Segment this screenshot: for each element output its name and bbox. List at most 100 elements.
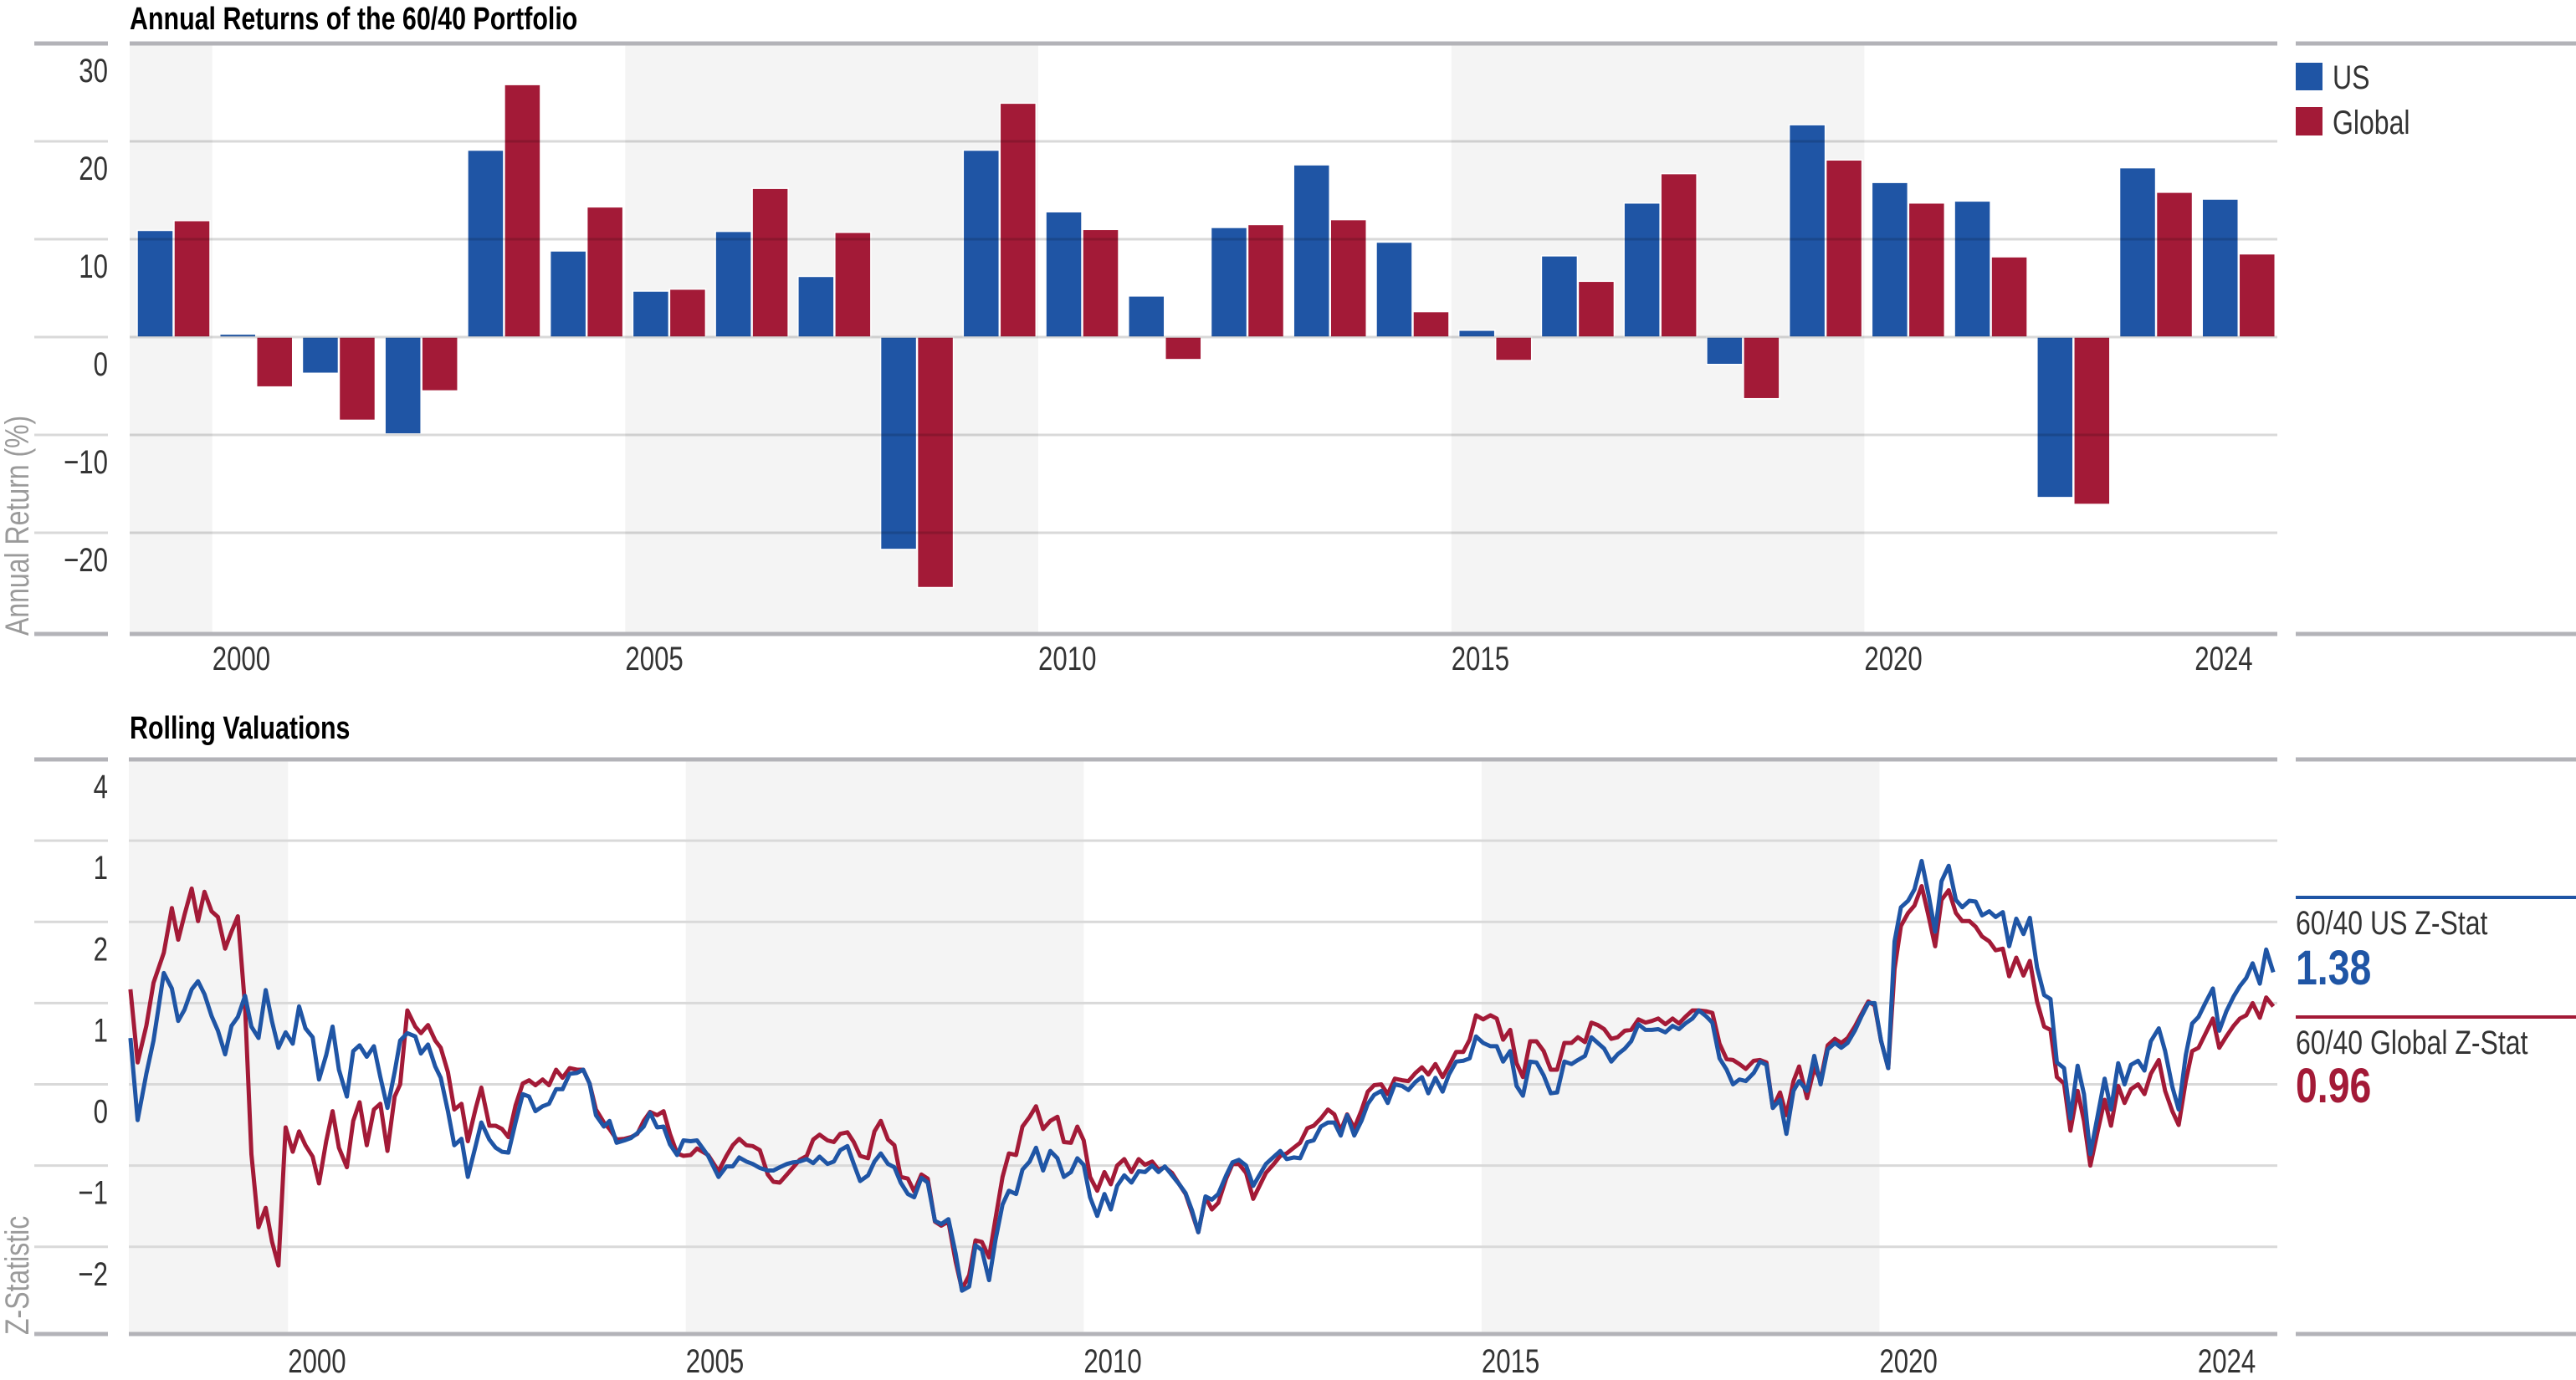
y-tick-label-group: −2 xyxy=(78,1255,108,1293)
bar-us-2022 xyxy=(2036,336,2074,498)
y-tick-label: 4 xyxy=(94,768,108,805)
bar-global-2000 xyxy=(255,336,294,388)
bar-us-2006 xyxy=(714,230,752,338)
us-series-label: 60/40 US Z-Stat xyxy=(2296,904,2487,942)
y-tick-label: 1 xyxy=(94,849,108,887)
series-lines xyxy=(128,858,2276,1293)
y-tick-label: 30 xyxy=(79,52,108,89)
bar-global-2020 xyxy=(1908,202,1946,338)
y-tick-label: 0 xyxy=(94,1093,108,1131)
x-tick-label-group: 2010 xyxy=(1083,1342,1141,1380)
y-tick-labels: 4 1 2 1 0 −1 −2 xyxy=(78,768,108,1292)
bar-us-2021 xyxy=(1954,200,1991,338)
y-tick-label-group: 30 xyxy=(79,52,108,89)
x-tick-label-group: 2015 xyxy=(1482,1342,1539,1380)
y-tick-label-group: 0 xyxy=(94,1093,108,1131)
bar-global-2013 xyxy=(1329,218,1367,338)
bar-us-2003 xyxy=(467,149,504,338)
legend-label-global: Global xyxy=(2333,104,2410,141)
bar-global-2004 xyxy=(586,206,624,338)
bar-us-1999 xyxy=(136,229,174,338)
bar-us-2002 xyxy=(384,336,422,435)
bar-us-2024 xyxy=(2201,198,2240,338)
x-tick-labels: 2000 2005 2010 2015 2020 2024 xyxy=(213,640,2253,677)
x-tick-label-group: 2020 xyxy=(1864,640,1922,677)
gridlines xyxy=(34,41,2277,636)
bar-global-2018 xyxy=(1743,336,1780,400)
y-tick-label: −10 xyxy=(64,443,108,481)
bar-global-1999 xyxy=(173,220,211,338)
y-tick-label-group: 4 xyxy=(94,768,108,805)
bar-us-2023 xyxy=(2118,166,2157,338)
shaded-periods xyxy=(129,759,1880,1334)
x-tick-labels: 2000 2005 2010 2015 2020 2024 xyxy=(288,1342,2256,1380)
bar-global-2010 xyxy=(1082,228,1119,338)
bar-us-2016 xyxy=(1540,255,1579,338)
x-tick-label: 2000 xyxy=(288,1342,346,1380)
bar-global-2016 xyxy=(1577,280,1616,338)
bar-us-2012 xyxy=(1210,227,1248,338)
y-tick-label-group: 10 xyxy=(79,248,108,285)
x-tick-label: 2010 xyxy=(1038,640,1096,677)
bar-global-2021 xyxy=(1990,256,2028,338)
bar-global-2007 xyxy=(834,232,872,338)
bar-us-2008 xyxy=(879,336,918,550)
annual-returns-chart: Annual Returns of the 60/40 Portfolio 30… xyxy=(0,2,2576,677)
y-tick-label-group: 0 xyxy=(94,345,108,383)
x-tick-label-group: 2010 xyxy=(1038,640,1096,677)
gridlines xyxy=(34,757,2277,1337)
latest-values-panel: 60/40 US Z-Stat 1.38 60/40 Global Z-Stat… xyxy=(2296,757,2576,1337)
y-tick-label: −20 xyxy=(64,541,108,579)
bar-us-2013 xyxy=(1293,164,1330,338)
bar-us-2020 xyxy=(1871,181,1909,338)
bar-us-2009 xyxy=(962,149,1001,338)
y-tick-label: −2 xyxy=(78,1255,108,1293)
y-tick-label: −1 xyxy=(78,1174,108,1212)
x-tick-label: 2005 xyxy=(625,640,683,677)
x-tick-label-group: 2024 xyxy=(2198,1342,2256,1380)
shaded-period xyxy=(1481,759,1880,1334)
legend-label-us: US xyxy=(2333,59,2369,96)
x-tick-label-group: 2015 xyxy=(1452,640,1509,677)
x-tick-label: 2024 xyxy=(2194,640,2252,677)
y-tick-label-group: −10 xyxy=(64,443,108,481)
x-tick-label-group: 2005 xyxy=(625,640,683,677)
bar-us-2007 xyxy=(797,275,835,338)
shaded-period xyxy=(130,43,213,634)
us-z-stat-line xyxy=(128,858,2276,1293)
legend: US Global xyxy=(2296,41,2576,636)
bar-global-2012 xyxy=(1247,223,1285,338)
x-tick-label-group: 2005 xyxy=(686,1342,744,1380)
bar-us-2017 xyxy=(1623,202,1661,338)
x-tick-label: 2024 xyxy=(2198,1342,2256,1380)
bar-us-2000 xyxy=(218,333,257,338)
shaded-period xyxy=(625,43,1039,634)
bar-global-2017 xyxy=(1660,172,1698,338)
legend-swatch-global xyxy=(2296,107,2322,135)
rolling-valuations-title: Rolling Valuations xyxy=(130,711,350,746)
x-tick-label: 2015 xyxy=(1452,640,1509,677)
y-tick-label: 0 xyxy=(94,345,108,383)
bar-global-2019 xyxy=(1825,159,1863,338)
us-latest-value: 1.38 xyxy=(2296,941,2371,995)
bar-us-2004 xyxy=(549,250,587,338)
bar-global-2003 xyxy=(504,84,541,338)
bar-us-2010 xyxy=(1045,211,1083,338)
bar-global-2014 xyxy=(1412,310,1450,338)
y-tick-labels: 30 20 10 0 −10 −20 xyxy=(64,52,108,579)
y-tick-label-group: 1 xyxy=(94,849,108,887)
shaded-period xyxy=(685,759,1084,1334)
x-tick-label: 2000 xyxy=(213,640,270,677)
bar-global-2024 xyxy=(2238,253,2276,338)
y-tick-label-group: 20 xyxy=(79,150,108,187)
x-tick-label: 2020 xyxy=(1879,1342,1937,1380)
y-tick-label: 20 xyxy=(79,150,108,187)
x-tick-label: 2015 xyxy=(1482,1342,1539,1380)
global-latest-value: 0.96 xyxy=(2296,1059,2371,1113)
bar-us-2014 xyxy=(1375,241,1413,338)
bar-global-2022 xyxy=(2073,336,2111,505)
bar-global-2023 xyxy=(2155,192,2194,338)
x-tick-label: 2005 xyxy=(686,1342,744,1380)
x-tick-label-group: 2020 xyxy=(1879,1342,1937,1380)
bar-us-2015 xyxy=(1457,330,1496,338)
